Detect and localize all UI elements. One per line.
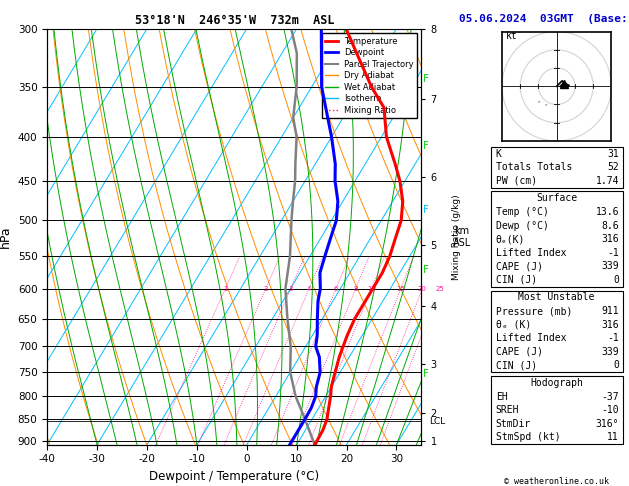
Text: 05.06.2024  03GMT  (Base: 06): 05.06.2024 03GMT (Base: 06) — [459, 14, 629, 24]
Text: PW (cm): PW (cm) — [496, 176, 537, 186]
Text: 13.6: 13.6 — [596, 207, 619, 217]
Text: © weatheronline.co.uk: © weatheronline.co.uk — [504, 477, 609, 486]
Text: 2: 2 — [264, 286, 268, 292]
Text: 15: 15 — [396, 286, 405, 292]
Text: 316°: 316° — [596, 419, 619, 429]
Text: CAPE (J): CAPE (J) — [496, 261, 543, 271]
Text: Totals Totals: Totals Totals — [496, 162, 572, 172]
Text: $\star$: $\star$ — [543, 102, 548, 107]
Text: StmDir: StmDir — [496, 419, 531, 429]
Y-axis label: hPa: hPa — [0, 226, 12, 248]
Text: 1: 1 — [223, 286, 228, 292]
Text: -10: -10 — [601, 405, 619, 415]
Text: 4: 4 — [307, 286, 311, 292]
Text: Most Unstable: Most Unstable — [518, 293, 595, 302]
Text: 8.6: 8.6 — [601, 221, 619, 230]
Text: Lifted Index: Lifted Index — [496, 333, 566, 343]
Text: 911: 911 — [601, 306, 619, 316]
Text: EH: EH — [496, 392, 508, 401]
Text: Pressure (mb): Pressure (mb) — [496, 306, 572, 316]
Text: 10: 10 — [367, 286, 376, 292]
Text: F: F — [423, 140, 428, 151]
Text: 52: 52 — [607, 162, 619, 172]
Text: Hodograph: Hodograph — [530, 378, 583, 388]
Text: F: F — [423, 369, 428, 379]
Text: 339: 339 — [601, 347, 619, 357]
Text: 20: 20 — [418, 286, 427, 292]
Text: θₑ(K): θₑ(K) — [496, 234, 525, 244]
Text: Temp (°C): Temp (°C) — [496, 207, 548, 217]
Y-axis label: km
ASL: km ASL — [453, 226, 471, 248]
Text: 31: 31 — [607, 149, 619, 158]
Text: StmSpd (kt): StmSpd (kt) — [496, 433, 560, 442]
Text: 339: 339 — [601, 261, 619, 271]
Title: 53°18'N  246°35'W  732m  ASL: 53°18'N 246°35'W 732m ASL — [135, 14, 334, 27]
Text: $\star$: $\star$ — [536, 98, 541, 104]
Text: kt: kt — [506, 31, 518, 41]
Text: 6: 6 — [333, 286, 338, 292]
Text: -37: -37 — [601, 392, 619, 401]
Text: CIN (J): CIN (J) — [496, 275, 537, 285]
Text: 0: 0 — [613, 361, 619, 370]
Text: 8: 8 — [353, 286, 358, 292]
X-axis label: Dewpoint / Temperature (°C): Dewpoint / Temperature (°C) — [149, 470, 320, 483]
Text: 25: 25 — [435, 286, 444, 292]
Text: -1: -1 — [607, 333, 619, 343]
Text: CAPE (J): CAPE (J) — [496, 347, 543, 357]
Text: SREH: SREH — [496, 405, 519, 415]
Text: 316: 316 — [601, 320, 619, 330]
Text: 1.74: 1.74 — [596, 176, 619, 186]
Text: -1: -1 — [607, 248, 619, 258]
Text: 11: 11 — [607, 433, 619, 442]
Text: F: F — [423, 205, 428, 215]
Text: 0: 0 — [613, 275, 619, 285]
Text: F: F — [423, 265, 428, 275]
Text: CIN (J): CIN (J) — [496, 361, 537, 370]
Text: Lifted Index: Lifted Index — [496, 248, 566, 258]
Legend: Temperature, Dewpoint, Parcel Trajectory, Dry Adiabat, Wet Adiabat, Isotherm, Mi: Temperature, Dewpoint, Parcel Trajectory… — [322, 34, 417, 118]
Text: K: K — [496, 149, 501, 158]
Text: 316: 316 — [601, 234, 619, 244]
Text: 3: 3 — [289, 286, 293, 292]
Text: F: F — [423, 74, 428, 84]
Text: θₑ (K): θₑ (K) — [496, 320, 531, 330]
Text: Mixing Ratio (g/kg): Mixing Ratio (g/kg) — [452, 194, 460, 280]
Text: Dewp (°C): Dewp (°C) — [496, 221, 548, 230]
Text: LCL: LCL — [429, 417, 445, 426]
Text: Surface: Surface — [536, 193, 577, 203]
